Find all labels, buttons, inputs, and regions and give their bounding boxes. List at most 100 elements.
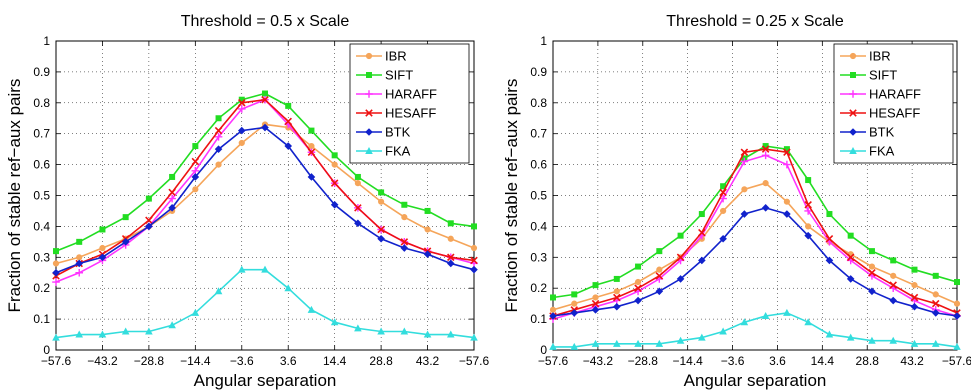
data-point-ibr (424, 226, 431, 233)
data-point-fka (931, 339, 940, 347)
data-point-ibr (354, 180, 361, 187)
series-hesaff (549, 145, 961, 320)
data-point-fka (237, 265, 246, 273)
x-tick-label: 43.2 (416, 354, 440, 368)
data-point-sift (592, 282, 599, 289)
data-point-hesaff (261, 95, 269, 104)
data-point-fka (698, 333, 706, 341)
data-point-btk (953, 312, 961, 320)
data-point-fka (591, 339, 600, 347)
data-point-btk (612, 302, 621, 311)
series-btk (52, 123, 478, 277)
data-point-fka (910, 339, 919, 347)
data-point-hesaff (377, 225, 385, 234)
data-point-haraff (168, 194, 176, 203)
data-point-sift (401, 201, 408, 208)
data-point-ibr (571, 300, 578, 307)
data-point-btk (910, 302, 919, 311)
data-point-ibr (76, 254, 83, 261)
data-point-hesaff (825, 234, 834, 243)
legend-label: BTK (385, 125, 411, 140)
data-point-hesaff (447, 253, 455, 262)
x-tick-label: −43.2 (583, 354, 614, 368)
data-point-sift (169, 173, 176, 180)
data-point-ibr (762, 180, 769, 187)
data-point-fka (400, 327, 409, 335)
data-point-fka (825, 330, 834, 338)
x-tick-label: 14.4 (323, 354, 347, 368)
data-point-sift (99, 226, 106, 233)
legend-label: SIFT (869, 68, 897, 83)
y-tick-label: 0.4 (530, 219, 547, 233)
data-point-btk (284, 142, 293, 150)
data-point-hesaff (634, 284, 642, 292)
data-point-haraff (783, 160, 791, 169)
x-tick-label: −28.8 (628, 354, 659, 368)
data-point-haraff (804, 207, 812, 215)
data-point-fka (330, 318, 339, 326)
data-point-hesaff (330, 179, 339, 187)
legend-item-fka: FKA (840, 144, 895, 159)
data-point-hesaff (591, 299, 600, 308)
data-point-hesaff (470, 256, 478, 265)
legend: IBR SIFT HARAFF HESAFF BTK FKA (833, 43, 954, 164)
series-sift (53, 90, 477, 255)
data-point-ibr (331, 161, 338, 168)
data-point-btk (446, 259, 455, 268)
data-point-sift (720, 183, 727, 190)
data-point-btk (145, 222, 153, 231)
data-point-fka (98, 330, 107, 338)
legend: IBR SIFT HARAFF HESAFF BTK FKA (349, 43, 470, 164)
legend-item-ibr: IBR (840, 49, 891, 64)
data-point-hesaff (698, 228, 706, 237)
legend-swatch-marker (849, 109, 857, 117)
x-tick-label: −14.4 (672, 354, 703, 368)
data-point-sift (677, 232, 684, 239)
data-point-btk (634, 296, 642, 305)
data-point-btk (237, 126, 246, 135)
data-point-sift (571, 291, 578, 298)
data-point-sift (262, 90, 268, 97)
chart-panel-2: 00.10.20.30.40.50.60.70.80.91−57.6 −43.2−… (502, 13, 971, 390)
legend-swatch-marker (365, 128, 373, 136)
legend-swatch-marker (365, 52, 373, 60)
data-point-hesaff (214, 126, 223, 135)
data-point-fka (307, 305, 316, 313)
series-line-sift (552, 145, 958, 299)
y-tick-label: 0.7 (530, 127, 547, 141)
data-point-sift (656, 248, 663, 255)
data-point-ibr (634, 278, 642, 286)
data-point-fka (761, 312, 770, 320)
data-point-fka (75, 330, 84, 338)
x-tick-label: −14.4 (180, 354, 211, 368)
x-tick-label: 43.2 (900, 354, 924, 368)
legend-swatch-marker (849, 128, 857, 136)
x-tick-label: −57.6 (459, 354, 490, 368)
legend-item-sift: SIFT (356, 68, 413, 83)
y-tick-label: 0.9 (33, 65, 50, 79)
data-point-ibr (238, 139, 245, 147)
data-point-sift (471, 223, 477, 230)
x-tick-label: 3.6 (280, 354, 297, 368)
x-axis-label: Angular separation (194, 371, 337, 390)
data-point-fka (423, 330, 432, 338)
data-point-hesaff (719, 188, 727, 197)
data-point-fka (52, 333, 60, 341)
series-fka (52, 265, 478, 341)
legend-item-btk: BTK (356, 125, 411, 140)
data-point-ibr (783, 198, 790, 205)
data-point-sift (354, 173, 361, 180)
y-axis-label: Fraction of stable ref−aux pairs (5, 79, 24, 313)
data-point-ibr (592, 294, 599, 301)
x-axis-label: Angular separation (684, 371, 827, 390)
data-point-btk (354, 219, 362, 228)
data-point-haraff (237, 105, 246, 113)
y-tick-label: 0.3 (33, 250, 50, 264)
data-point-fka (655, 339, 664, 347)
data-point-btk (804, 231, 812, 240)
y-tick-label: 0 (540, 343, 547, 357)
data-point-fka (121, 327, 130, 335)
data-point-btk (931, 309, 940, 317)
data-point-btk (400, 244, 409, 252)
y-tick-label: 0.5 (530, 189, 547, 203)
